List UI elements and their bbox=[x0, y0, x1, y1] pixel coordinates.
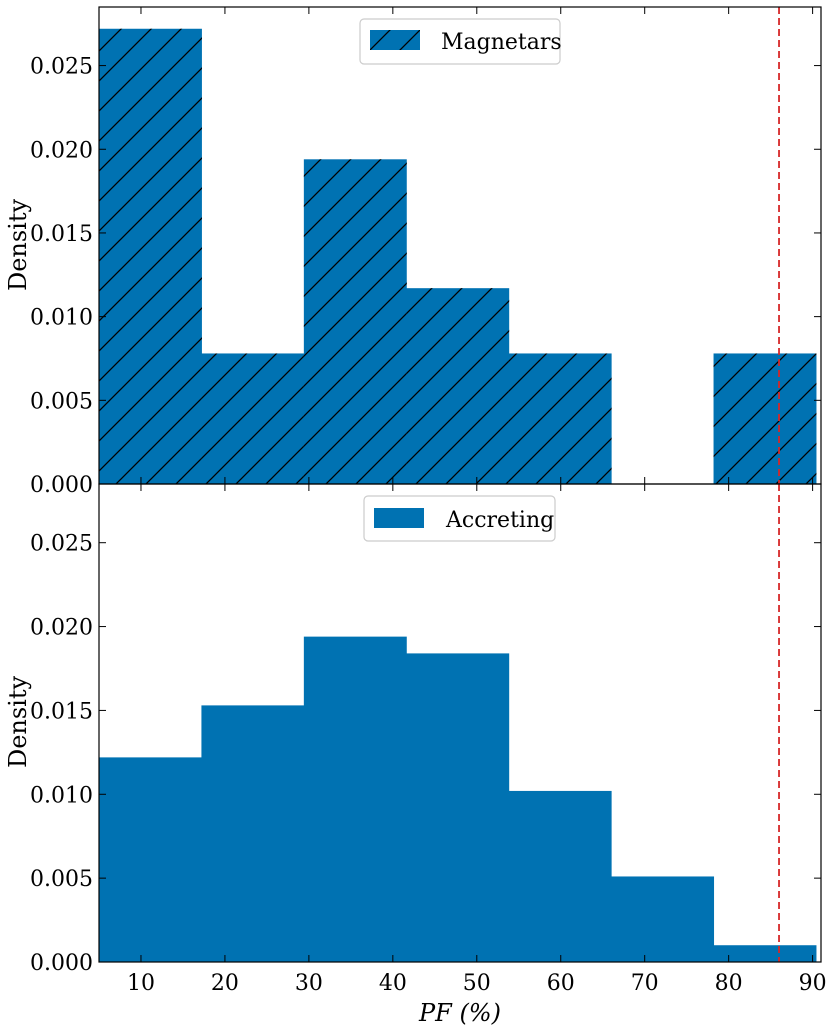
y-axis-label-bottom: Density bbox=[4, 676, 32, 769]
bars-accreting bbox=[99, 636, 817, 962]
y-tick-label: 0.000 bbox=[30, 951, 93, 976]
y-tick-label: 0.005 bbox=[30, 867, 93, 892]
histogram-bar bbox=[303, 636, 407, 962]
y-tick-label: 0.020 bbox=[30, 138, 93, 163]
x-tick-label: 70 bbox=[631, 971, 659, 996]
axes-frame-bottom bbox=[98, 483, 822, 963]
x-tick-label: 20 bbox=[211, 971, 239, 996]
x-axis-label: PF (%) bbox=[418, 999, 501, 1027]
y-tick-label: 0.005 bbox=[30, 389, 93, 414]
legend-swatch-hatch-overlay bbox=[370, 30, 420, 50]
legend-magnetars: Magnetars bbox=[359, 18, 562, 65]
legend-swatch-solid bbox=[374, 508, 424, 528]
legend-label-accreting: Accreting bbox=[445, 508, 554, 533]
histogram-bar-hatch bbox=[303, 159, 407, 484]
histogram-bar-hatch bbox=[508, 353, 612, 484]
y-ticks-bottom: 0.000 0.005 0.010 0.015 0.020 0.025 bbox=[30, 532, 821, 976]
panel-accreting: 0.000 0.005 0.010 0.015 0.020 0.025 10 20 30 40 5… bbox=[4, 483, 827, 1027]
legend-accreting: Accreting bbox=[363, 495, 556, 542]
histogram-bar-hatch bbox=[201, 353, 305, 484]
legend-box bbox=[363, 495, 556, 542]
y-tick-label: 0.000 bbox=[30, 473, 93, 498]
histogram-bar bbox=[508, 790, 612, 962]
x-tick-label: 80 bbox=[715, 971, 743, 996]
histogram-bar bbox=[611, 876, 715, 962]
x-tick-label: 60 bbox=[547, 971, 575, 996]
y-tick-label: 0.010 bbox=[30, 306, 93, 331]
panel-magnetars: 0.000 0.005 0.010 0.015 0.020 0.025 Density M… bbox=[4, 6, 822, 498]
x-ticks-bottom: 10 20 30 40 50 60 70 80 90 bbox=[127, 484, 827, 996]
histogram-bar-hatch bbox=[713, 353, 817, 484]
bars-magnetars bbox=[99, 28, 817, 484]
x-tick-label: 90 bbox=[799, 971, 827, 996]
y-tick-label: 0.020 bbox=[30, 616, 93, 641]
x-tick-label: 30 bbox=[295, 971, 323, 996]
x-ticks-top bbox=[140, 7, 814, 484]
histogram-bar bbox=[99, 757, 202, 962]
y-tick-label: 0.025 bbox=[30, 55, 93, 80]
x-tick-label: 40 bbox=[379, 971, 407, 996]
histogram-bar-hatch bbox=[99, 28, 202, 484]
y-ticks-top: 0.000 0.005 0.010 0.015 0.020 0.025 bbox=[30, 55, 821, 498]
y-tick-label: 0.015 bbox=[30, 222, 93, 247]
histogram-bar bbox=[406, 653, 510, 962]
x-tick-label: 50 bbox=[463, 971, 491, 996]
histogram-bar bbox=[713, 945, 817, 962]
histogram-bar-hatch bbox=[406, 288, 510, 484]
x-tick-label: 10 bbox=[127, 971, 155, 996]
histogram-bar bbox=[201, 705, 305, 962]
y-tick-label: 0.010 bbox=[30, 783, 93, 808]
y-axis-label-top: Density bbox=[4, 199, 32, 292]
legend-label-magnetars: Magnetars bbox=[441, 30, 562, 55]
y-tick-label: 0.025 bbox=[30, 532, 93, 557]
y-tick-label: 0.015 bbox=[30, 699, 93, 724]
